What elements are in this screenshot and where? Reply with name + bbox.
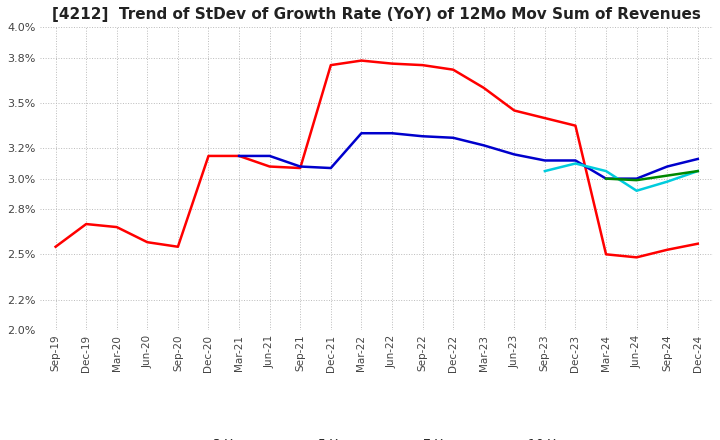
3 Years: [418, 62, 427, 68]
5 Years: [235, 153, 243, 158]
7 Years: [693, 169, 702, 174]
Legend: 3 Years, 5 Years, 7 Years, 10 Years: 3 Years, 5 Years, 7 Years, 10 Years: [167, 433, 586, 440]
5 Years: [326, 165, 335, 171]
5 Years: [266, 153, 274, 158]
3 Years: [387, 61, 396, 66]
Line: 3 Years: 3 Years: [55, 61, 698, 257]
3 Years: [571, 123, 580, 128]
7 Years: [632, 188, 641, 194]
5 Years: [387, 131, 396, 136]
3 Years: [693, 241, 702, 246]
3 Years: [266, 164, 274, 169]
Line: 7 Years: 7 Years: [545, 164, 698, 191]
3 Years: [235, 153, 243, 158]
10 Years: [632, 177, 641, 183]
3 Years: [541, 115, 549, 121]
3 Years: [326, 62, 335, 68]
3 Years: [204, 153, 213, 158]
3 Years: [510, 108, 518, 113]
3 Years: [143, 239, 152, 245]
10 Years: [693, 169, 702, 174]
5 Years: [449, 135, 457, 140]
5 Years: [571, 158, 580, 163]
3 Years: [449, 67, 457, 72]
10 Years: [663, 173, 672, 178]
5 Years: [602, 176, 611, 181]
3 Years: [51, 244, 60, 249]
3 Years: [663, 247, 672, 253]
Line: 10 Years: 10 Years: [606, 171, 698, 180]
5 Years: [693, 156, 702, 161]
Line: 5 Years: 5 Years: [239, 133, 698, 179]
3 Years: [296, 165, 305, 171]
10 Years: [602, 176, 611, 181]
5 Years: [663, 164, 672, 169]
Title: [4212]  Trend of StDev of Growth Rate (YoY) of 12Mo Mov Sum of Revenues: [4212] Trend of StDev of Growth Rate (Yo…: [53, 7, 701, 22]
5 Years: [296, 164, 305, 169]
3 Years: [480, 85, 488, 91]
3 Years: [602, 252, 611, 257]
7 Years: [541, 169, 549, 174]
3 Years: [632, 255, 641, 260]
5 Years: [541, 158, 549, 163]
7 Years: [663, 179, 672, 184]
3 Years: [82, 221, 91, 227]
3 Years: [174, 244, 182, 249]
5 Years: [632, 176, 641, 181]
3 Years: [357, 58, 366, 63]
5 Years: [510, 152, 518, 157]
5 Years: [480, 143, 488, 148]
3 Years: [112, 224, 121, 230]
7 Years: [602, 169, 611, 174]
5 Years: [357, 131, 366, 136]
5 Years: [418, 134, 427, 139]
7 Years: [571, 161, 580, 166]
